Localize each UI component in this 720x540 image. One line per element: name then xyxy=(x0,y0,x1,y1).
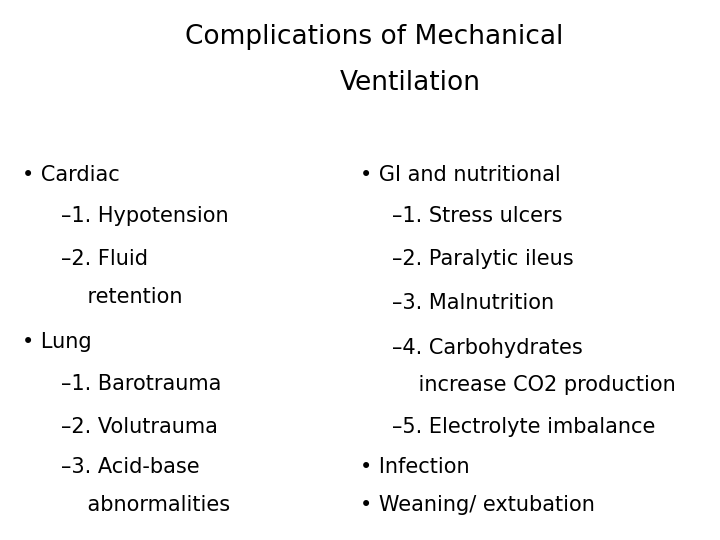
Text: • Cardiac: • Cardiac xyxy=(22,165,120,185)
Text: Ventilation: Ventilation xyxy=(340,70,481,96)
Text: • GI and nutritional: • GI and nutritional xyxy=(360,165,561,185)
Text: • Lung: • Lung xyxy=(22,332,91,352)
Text: retention: retention xyxy=(61,287,183,307)
Text: –1. Hypotension: –1. Hypotension xyxy=(61,206,229,226)
Text: –3. Malnutrition: –3. Malnutrition xyxy=(392,293,554,313)
Text: • Weaning/ extubation: • Weaning/ extubation xyxy=(360,495,595,515)
Text: –2. Fluid: –2. Fluid xyxy=(61,249,148,269)
Text: –2. Paralytic ileus: –2. Paralytic ileus xyxy=(392,249,574,269)
Text: –1. Stress ulcers: –1. Stress ulcers xyxy=(392,206,563,226)
Text: –2. Volutrauma: –2. Volutrauma xyxy=(61,417,218,437)
Text: • Infection: • Infection xyxy=(360,457,469,477)
Text: –3. Acid-base: –3. Acid-base xyxy=(61,457,200,477)
Text: Complications of Mechanical: Complications of Mechanical xyxy=(185,24,564,50)
Text: –1. Barotrauma: –1. Barotrauma xyxy=(61,374,222,394)
Text: –4. Carbohydrates: –4. Carbohydrates xyxy=(392,338,583,357)
Text: abnormalities: abnormalities xyxy=(61,495,230,515)
Text: –5. Electrolyte imbalance: –5. Electrolyte imbalance xyxy=(392,417,656,437)
Text: increase CO2 production: increase CO2 production xyxy=(392,375,676,395)
